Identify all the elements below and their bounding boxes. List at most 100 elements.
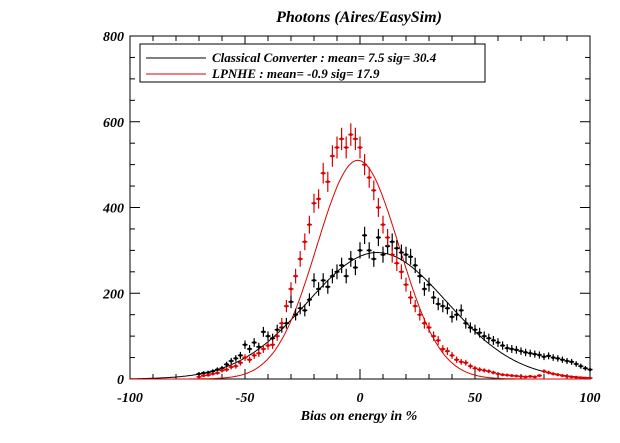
data-point-0 [251,338,257,347]
data-point-0 [343,268,349,284]
data-point-1 [343,136,349,159]
data-point-1 [523,375,529,379]
data-point-1 [394,255,400,271]
data-point-1 [504,373,510,377]
data-point-1 [486,369,492,374]
data-point-1 [325,171,331,192]
data-point-0 [431,291,437,305]
data-point-1 [316,189,322,209]
data-point-1 [339,127,345,151]
data-point-1 [306,215,312,234]
data-point-0 [380,246,386,263]
data-point-0 [316,282,322,296]
data-point-0 [412,257,418,274]
data-point-1 [454,356,460,363]
data-point-0 [477,327,483,338]
data-point-1 [555,373,561,377]
data-point-1 [260,345,266,353]
data-point-1 [352,127,358,151]
data-point-1 [297,251,303,267]
data-point-0 [357,242,363,259]
data-point-1 [196,375,202,379]
data-point-0 [490,335,496,345]
data-point-0 [228,357,234,365]
data-point-1 [559,374,565,378]
data-point-0 [527,349,533,357]
data-point-1 [214,371,220,375]
x-tick-label: 0 [357,391,364,406]
data-point-0 [449,311,455,323]
x-axis-label: Bias on energy in % [300,409,418,424]
data-point-0 [523,348,529,357]
data-points [196,123,593,380]
data-point-1 [408,291,414,305]
data-point-1 [283,299,289,313]
data-point-0 [288,295,294,309]
data-point-0 [426,277,432,292]
data-point-0 [242,340,248,349]
data-point-0 [578,363,584,369]
data-point-0 [582,365,588,371]
data-point-1 [490,370,496,375]
fit-curve-0 [129,252,591,380]
data-point-0 [293,308,299,321]
data-point-0 [463,317,469,329]
data-point-1 [573,375,579,379]
data-point-1 [582,376,588,380]
data-point-1 [371,180,377,201]
legend-label-lpnhe: LPNHE : mean= -0.9 sig= 17.9 [211,66,380,81]
data-point-1 [458,358,464,365]
y-tick-label: 400 [102,202,124,217]
data-point-1 [417,308,423,321]
data-point-0 [417,268,423,284]
plot-frame [129,35,591,380]
data-point-0 [237,351,243,359]
data-point-1 [500,373,506,377]
data-point-1 [389,246,395,263]
data-point-1 [219,368,225,373]
data-point-0 [394,239,400,257]
data-point-1 [578,376,584,380]
x-tick-label: 50 [468,391,482,406]
data-point-1 [279,317,285,329]
data-point-0 [348,251,354,267]
data-point-0 [398,244,404,261]
fit-curve-1 [130,159,590,380]
data-point-1 [380,215,386,234]
legend-box [139,43,486,83]
data-point-0 [532,350,538,358]
data-point-1 [205,373,211,377]
data-point-1 [256,349,262,357]
data-point-0 [559,356,565,363]
data-point-1 [403,277,409,292]
data-point-0 [371,251,377,267]
data-point-0 [334,264,340,280]
data-point-0 [339,257,345,274]
x-tick-labels: -100 -50 0 50 100 [117,391,600,406]
data-point-0 [458,304,464,317]
data-point-1 [495,372,501,376]
data-point-1 [348,123,354,146]
data-point-1 [293,268,299,284]
data-point-0 [454,308,460,321]
data-point-0 [421,282,427,296]
data-point-0 [504,344,510,353]
data-point-0 [481,331,487,341]
y-tick-label: 0 [117,373,124,388]
data-point-1 [569,375,575,379]
data-point-0 [302,304,308,317]
data-point-0 [500,341,506,350]
data-point-1 [536,374,542,378]
data-point-0 [362,226,368,245]
data-point-1 [362,154,368,176]
data-point-0 [440,299,446,313]
data-point-0 [260,326,266,337]
data-point-1 [320,162,326,184]
data-point-1 [467,363,473,369]
data-point-1 [274,331,280,341]
data-point-1 [228,364,234,370]
data-point-1 [366,167,372,188]
data-point-0 [555,355,561,362]
axis-ticks [129,35,591,380]
